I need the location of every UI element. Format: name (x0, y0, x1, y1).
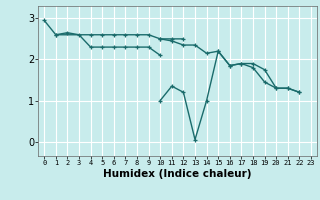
X-axis label: Humidex (Indice chaleur): Humidex (Indice chaleur) (103, 169, 252, 179)
